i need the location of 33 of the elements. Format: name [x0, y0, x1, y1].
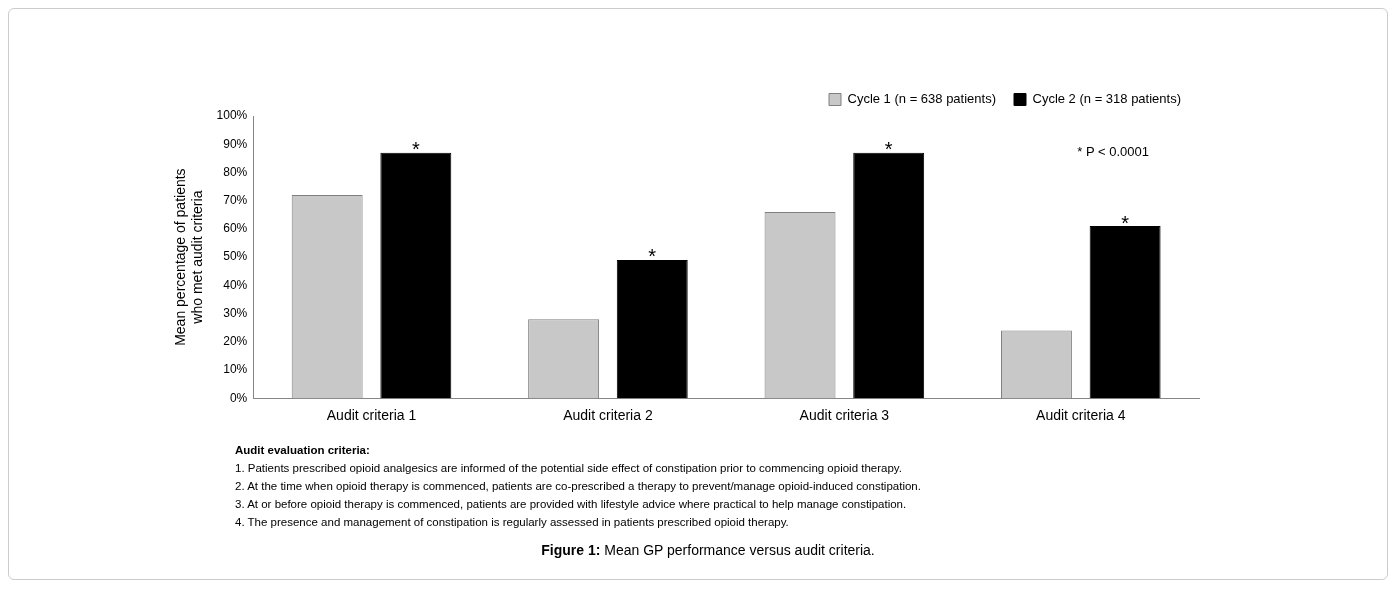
x-tick-label: Audit criteria 3 [799, 407, 890, 424]
y-tick-label: 0% [229, 390, 248, 405]
x-tick-label: Audit criteria 1 [326, 407, 417, 424]
y-tick-label: 10% [223, 362, 248, 377]
text: 4. The presence and management of constipation is regularly assessed in patients prescribed opioid therapy. [235, 515, 790, 530]
y-tick-label: 70% [223, 192, 248, 207]
x-tick-label: Audit criteria 4 [1036, 407, 1126, 424]
y-tick-label: 50% [223, 249, 248, 264]
text: 3. At or before opioid therapy is commenced, patients are provided with lifestyle advice where practical to help manage constipation. [235, 497, 908, 512]
legend-label: Cycle 2 (n = 318 patients) [1032, 91, 1181, 107]
text: Audit evaluation criteria: [235, 443, 371, 458]
y-axis-title: Mean percentage of patients who met audit criteria [172, 168, 206, 346]
x-tick-label: Audit criteria 2 [563, 407, 653, 424]
y-tick-label: 40% [223, 277, 248, 292]
bar [853, 152, 925, 399]
legend-label: Cycle 1 (n = 638 patients) [847, 91, 997, 107]
y-tick-label: 80% [223, 164, 248, 179]
text: 2. At the time when opioid therapy is commenced, patients are co-prescribed a therapy to prevent/manage opioid-induced constipation. [235, 479, 921, 494]
caption: Figure 1: Mean GP performance versus audit criteria. [540, 542, 876, 558]
annotation: * [411, 138, 420, 161]
annotation: * P < 0.0001 [1077, 144, 1149, 160]
y-tick-label: 90% [223, 136, 248, 151]
bar [1089, 226, 1161, 399]
annotation: * [884, 138, 893, 161]
y-tick-label: 30% [223, 305, 248, 320]
y-tick-label: 60% [223, 221, 248, 236]
bar [380, 152, 452, 399]
annotation: * [648, 245, 657, 268]
annotation: * [1121, 211, 1130, 234]
text: 1. Patients prescribed opioid analgesics are informed of the potential side effect of constipation prior to commencing opioid therapy. [235, 461, 903, 476]
y-tick-label: 100% [216, 108, 248, 123]
y-tick-label: 20% [223, 334, 248, 349]
bar [616, 259, 688, 399]
